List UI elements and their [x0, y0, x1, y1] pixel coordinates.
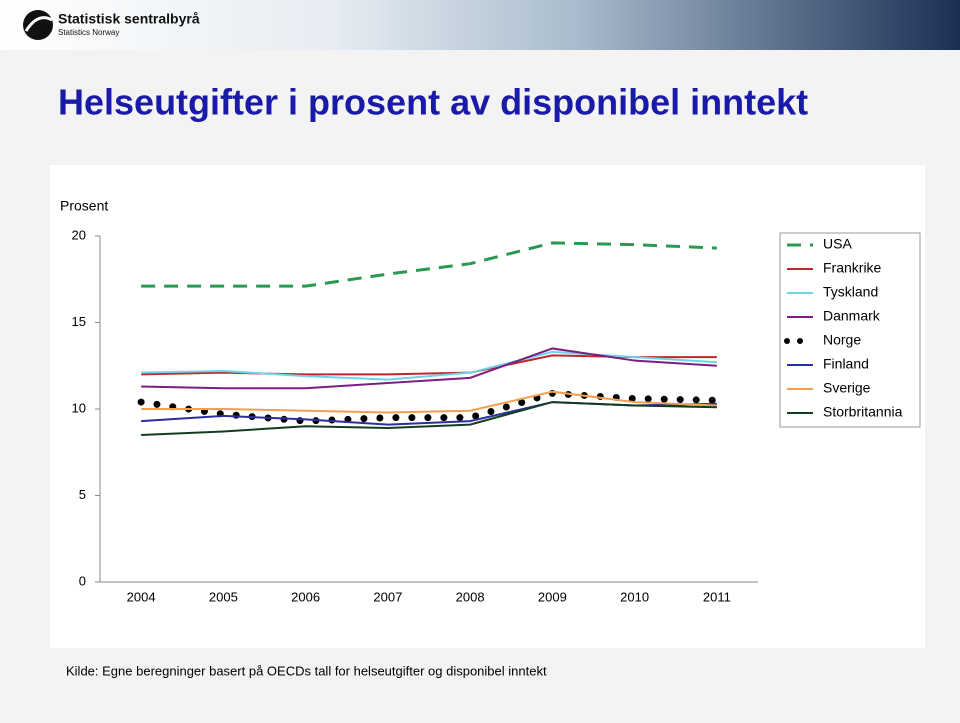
- x-tick-label: 2010: [620, 589, 649, 604]
- series-line: [141, 241, 717, 288]
- logo-subtitle: Statistics Norway: [58, 28, 119, 37]
- legend-label: Frankrike: [823, 260, 882, 276]
- x-tick-label: 2004: [127, 589, 156, 604]
- legend-box: [779, 232, 921, 428]
- legend-label: Tyskland: [823, 284, 878, 300]
- x-tick-label: 2008: [456, 589, 485, 604]
- legend-label: Storbritannia: [823, 404, 903, 420]
- x-tick-label: 2011: [703, 589, 731, 604]
- header-banner: [0, 0, 960, 50]
- series-line: [141, 390, 717, 414]
- x-tick-label: 2009: [538, 589, 567, 604]
- legend-label: Finland: [823, 356, 869, 372]
- logo-name: Statistisk sentralbyrå: [58, 11, 200, 27]
- y-tick-label: 0: [79, 573, 86, 588]
- y-tick-label: 20: [72, 227, 86, 242]
- series-line: [141, 401, 717, 436]
- x-tick-label: 2006: [291, 589, 320, 604]
- y-tick-label: 10: [72, 400, 86, 415]
- y-tick-label: 15: [72, 314, 86, 329]
- series-line: [141, 347, 717, 390]
- source-note: Kilde: Egne beregninger basert på OECDs …: [66, 663, 547, 678]
- x-tick-label: 2005: [209, 589, 238, 604]
- y-axis-label: Prosent: [60, 198, 108, 214]
- logo-swoosh: [24, 16, 53, 32]
- slide-title: Helseutgifter i prosent av disponibel in…: [58, 82, 808, 123]
- series-line: [141, 350, 717, 381]
- legend-label: Norge: [823, 332, 861, 348]
- legend-label: Danmark: [823, 308, 881, 324]
- x-tick-label: 2007: [373, 589, 402, 604]
- legend-label: USA: [823, 236, 852, 252]
- legend-label: Sverige: [823, 380, 871, 396]
- logo-icon: [23, 10, 53, 40]
- series-line: [137, 389, 721, 425]
- y-tick-label: 5: [79, 487, 86, 502]
